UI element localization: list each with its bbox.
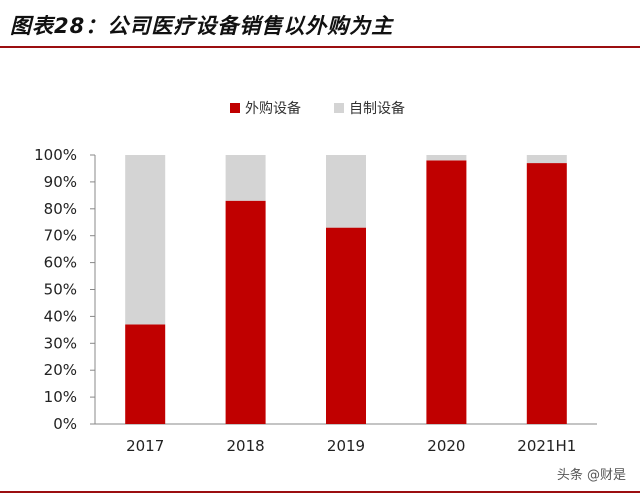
legend-label-0: 外购设备 (245, 100, 301, 117)
y-tick-label: 90% (44, 173, 77, 191)
y-tick-label: 30% (44, 334, 77, 352)
bar-self-made-2021H1 (526, 155, 567, 164)
bars (125, 155, 567, 424)
legend-swatch-1 (334, 103, 344, 113)
stacked-bar-chart: 外购设备 自制设备 0% 10% 20% 30% 40% 50% 60% 70% 80% 90% 10… (34, 100, 597, 455)
y-axis: 0% 10% 20% 30% 40% 50% 60% 70% 80% 90% 100% (34, 146, 96, 433)
legend-swatch-0 (230, 103, 240, 113)
y-tick-label: 50% (44, 281, 77, 299)
y-tick-label: 0% (53, 415, 77, 433)
y-tick-label: 100% (34, 146, 77, 164)
bar-self-made-2020 (426, 155, 467, 161)
bar-outsourced-2017 (125, 324, 166, 424)
footer-divider (0, 491, 640, 493)
chart-title: 图表28：公司医疗设备销售以外购为主 (10, 14, 394, 38)
legend: 外购设备 自制设备 (230, 100, 405, 117)
y-tick-label: 80% (44, 200, 77, 218)
bar-outsourced-2020 (426, 160, 467, 424)
bar-outsourced-2018 (225, 200, 266, 424)
x-axis: 2017 2018 2019 2020 2021H1 (95, 423, 597, 455)
y-tick-label: 70% (44, 227, 77, 245)
x-tick-label: 2020 (427, 437, 465, 455)
y-tick-label: 40% (44, 307, 77, 325)
y-tick-label: 10% (44, 388, 77, 406)
y-tick-label: 20% (44, 361, 77, 379)
legend-label-1: 自制设备 (349, 100, 405, 117)
x-tick-label: 2019 (327, 437, 365, 455)
x-tick-label: 2018 (227, 437, 265, 455)
bar-self-made-2018 (225, 155, 266, 201)
bar-outsourced-2021H1 (526, 163, 567, 424)
y-tick-label: 60% (44, 254, 77, 272)
x-tick-label: 2017 (126, 437, 164, 455)
title-bar: 图表28：公司医疗设备销售以外购为主 (0, 0, 640, 48)
bar-self-made-2019 (326, 155, 366, 228)
bar-outsourced-2019 (326, 227, 366, 424)
x-tick-label: 2021H1 (517, 437, 576, 455)
bar-self-made-2017 (125, 155, 166, 325)
watermark: 头条 @财是 (556, 468, 626, 483)
